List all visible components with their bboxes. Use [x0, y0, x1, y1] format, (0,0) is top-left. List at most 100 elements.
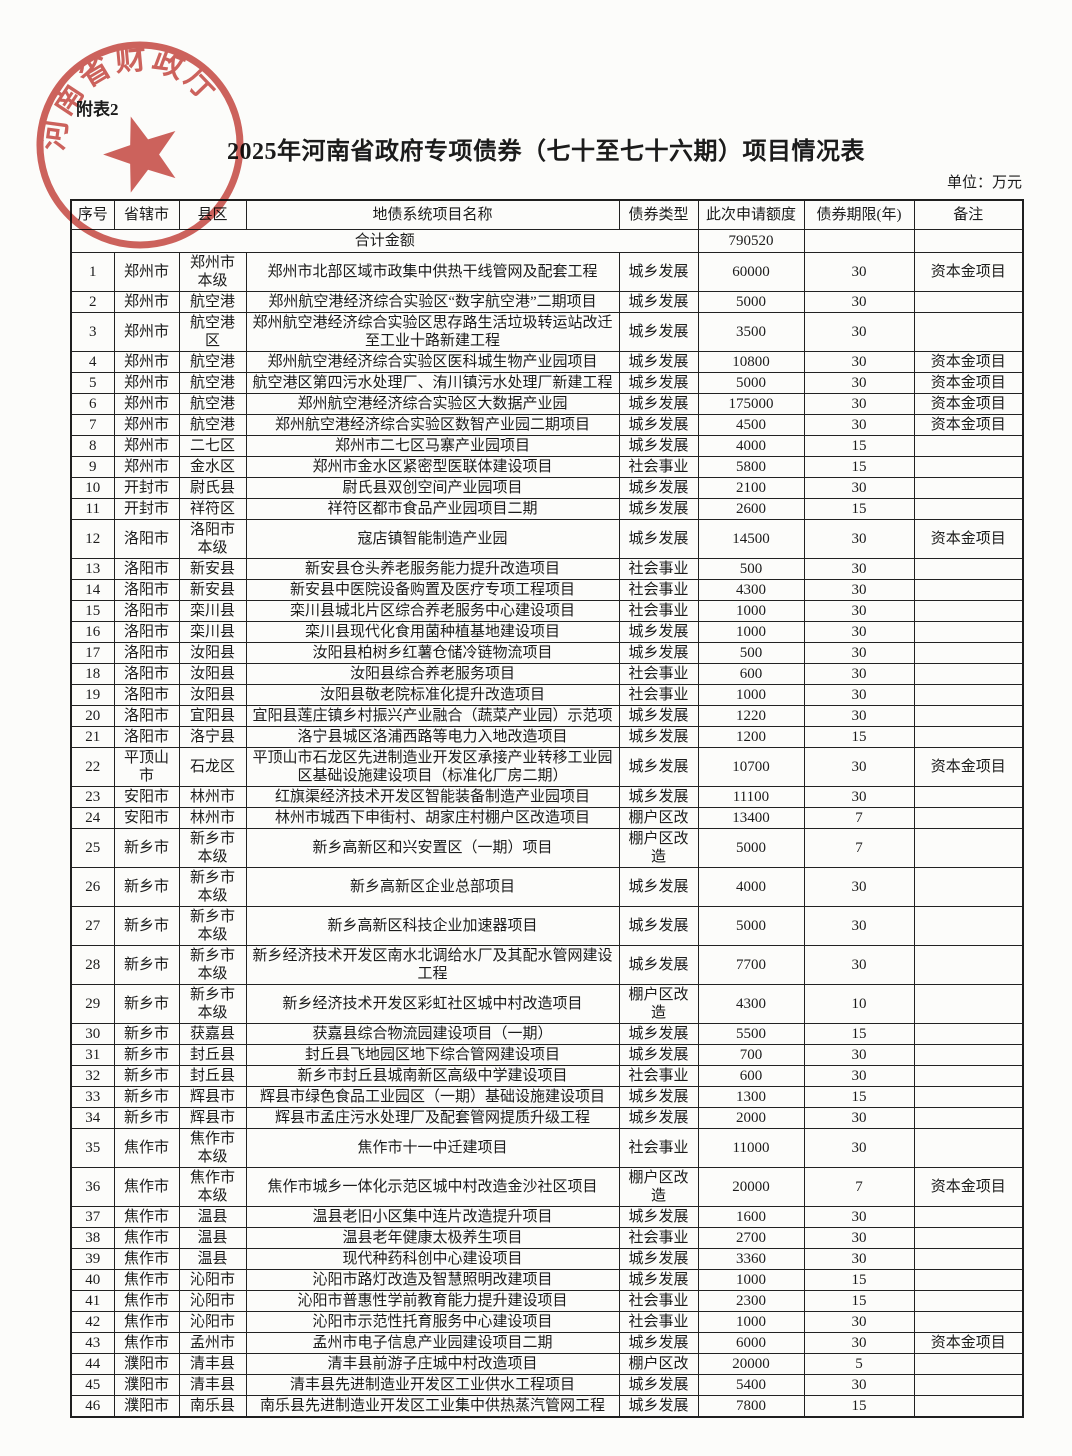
cell-city: 郑州市 — [113, 414, 180, 436]
cell-amount: 175000 — [697, 393, 805, 415]
cell-project: 航空港区第四污水处理厂、洧川镇污水处理厂新建工程 — [245, 372, 620, 394]
cell-county: 栾川县 — [178, 600, 247, 622]
cell-county: 沁阳市 — [178, 1269, 247, 1291]
cell-term: 15 — [803, 435, 915, 457]
cell-term: 30 — [803, 291, 915, 313]
table-row: 7 郑州市 航空港 郑州航空港经济综合实验区数智产业园二期项目 城乡发展 4500 30 资本… — [70, 414, 1024, 436]
cell-note — [913, 1269, 1024, 1291]
cell-note — [913, 1227, 1024, 1249]
table-row: 19 洛阳市 汝阳县 汝阳县敬老院标准化提升改造项目 社会事业 1000 30 — [70, 684, 1024, 706]
cell-no: 26 — [70, 867, 115, 907]
cell-type: 城乡发展 — [618, 351, 699, 373]
cell-county: 新乡市本级 — [178, 984, 247, 1024]
cell-city: 焦作市 — [113, 1332, 180, 1354]
cell-city: 濮阳市 — [113, 1395, 180, 1418]
cell-county: 新乡市本级 — [178, 906, 247, 946]
cell-no: 27 — [70, 906, 115, 946]
cell-type: 棚户区改造 — [618, 828, 699, 868]
cell-term: 30 — [803, 312, 915, 352]
cell-county: 焦作市本级 — [178, 1167, 247, 1207]
cell-type: 城乡发展 — [618, 1206, 699, 1228]
cell-term: 15 — [803, 1086, 915, 1108]
table-row: 10 开封市 尉氏县 尉氏县双创空间产业园项目 城乡发展 2100 30 — [70, 477, 1024, 499]
cell-note — [913, 312, 1024, 352]
cell-county: 航空港 — [178, 291, 247, 313]
cell-note — [913, 945, 1024, 985]
cell-county: 新安县 — [178, 579, 247, 601]
cell-project: 新安县仓头养老服务能力提升改造项目 — [245, 558, 620, 580]
cell-note — [913, 1248, 1024, 1270]
cell-term: 30 — [803, 642, 915, 664]
cell-term: 30 — [803, 351, 915, 373]
cell-project: 封丘县飞地园区地下综合管网建设项目 — [245, 1044, 620, 1066]
cell-amount: 1000 — [697, 684, 805, 706]
table-row: 34 新乡市 辉县市 辉县市孟庄污水处理厂及配套管网提质升级工程 城乡发展 2000 30 — [70, 1107, 1024, 1129]
cell-amount: 4300 — [697, 579, 805, 601]
cell-project: 新乡高新区科技企业加速器项目 — [245, 906, 620, 946]
cell-type: 城乡发展 — [618, 705, 699, 727]
cell-project: 新乡经济技术开发区彩虹社区城中村改造项目 — [245, 984, 620, 1024]
cell-amount: 5500 — [697, 1023, 805, 1045]
cell-note — [913, 477, 1024, 499]
cell-county: 航空港 — [178, 393, 247, 415]
attachment-label: 附表2 — [76, 100, 119, 119]
cell-city: 洛阳市 — [113, 726, 180, 748]
cell-project: 新乡市封丘县城南新区高级中学建设项目 — [245, 1065, 620, 1087]
cell-amount: 2300 — [697, 1290, 805, 1312]
cell-county: 焦作市本级 — [178, 1128, 247, 1168]
cell-project: 林州市城西下申街村、胡家庄村棚户区改造项目 — [245, 807, 620, 829]
cell-county: 金水区 — [178, 456, 247, 478]
table-row: 42 焦作市 沁阳市 沁阳市示范性托育服务中心建设项目 社会事业 1000 30 — [70, 1311, 1024, 1333]
cell-term: 15 — [803, 1395, 915, 1418]
cell-term: 15 — [803, 1290, 915, 1312]
cell-city: 洛阳市 — [113, 579, 180, 601]
cell-city: 洛阳市 — [113, 600, 180, 622]
table-row: 11 开封市 祥符区 祥符区都市食品产业园项目二期 城乡发展 2600 15 — [70, 498, 1024, 520]
table-row: 24 安阳市 林州市 林州市城西下申街村、胡家庄村棚户区改造项目 棚户区改 13400 7 — [70, 807, 1024, 829]
cell-city: 新乡市 — [113, 1023, 180, 1045]
cell-note — [913, 600, 1024, 622]
cell-city: 洛阳市 — [113, 705, 180, 727]
cell-note — [913, 456, 1024, 478]
cell-note — [913, 663, 1024, 685]
cell-city: 焦作市 — [113, 1311, 180, 1333]
cell-amount: 5000 — [697, 372, 805, 394]
cell-type: 城乡发展 — [618, 906, 699, 946]
cell-no: 39 — [70, 1248, 115, 1270]
cell-amount: 3360 — [697, 1248, 805, 1270]
cell-amount: 13400 — [697, 807, 805, 829]
cell-no: 40 — [70, 1269, 115, 1291]
cell-amount: 7800 — [697, 1395, 805, 1418]
cell-city: 郑州市 — [113, 291, 180, 313]
cell-amount: 6000 — [697, 1332, 805, 1354]
cell-term: 30 — [803, 1332, 915, 1354]
table-row: 28 新乡市 新乡市本级 新乡经济技术开发区南水北调给水厂及其配水管网建设工程 城乡发展… — [70, 945, 1024, 985]
table-row: 4 郑州市 航空港 郑州航空港经济综合实验区医科城生物产业园项目 城乡发展 10800 30… — [70, 351, 1024, 373]
cell-amount: 14500 — [697, 519, 805, 559]
cell-county: 温县 — [178, 1227, 247, 1249]
projects-table: 序号 省辖市 县区 地债系统项目名称 债券类型 此次申请额度 债券期限(年) 备… — [70, 199, 1024, 1418]
cell-term: 30 — [803, 945, 915, 985]
cell-no: 36 — [70, 1167, 115, 1207]
cell-note — [913, 807, 1024, 829]
cell-city: 新乡市 — [113, 867, 180, 907]
cell-project: 郑州市二七区马寨产业园项目 — [245, 435, 620, 457]
cell-type: 城乡发展 — [618, 1107, 699, 1129]
cell-term: 30 — [803, 558, 915, 580]
cell-note — [913, 435, 1024, 457]
cell-term: 30 — [803, 477, 915, 499]
cell-type: 棚户区改造 — [618, 984, 699, 1024]
cell-city: 焦作市 — [113, 1248, 180, 1270]
cell-term: 30 — [803, 1107, 915, 1129]
total-term-empty — [803, 229, 915, 253]
total-row: 合计金额 790520 — [70, 229, 1024, 253]
cell-city: 开封市 — [113, 498, 180, 520]
cell-county: 汝阳县 — [178, 642, 247, 664]
cell-city: 平顶山市 — [113, 747, 180, 787]
table-row: 14 洛阳市 新安县 新安县中医院设备购置及医疗专项工程项目 社会事业 4300 30 — [70, 579, 1024, 601]
cell-no: 31 — [70, 1044, 115, 1066]
header-project: 地债系统项目名称 — [245, 199, 620, 230]
cell-amount: 500 — [697, 642, 805, 664]
cell-city: 洛阳市 — [113, 642, 180, 664]
cell-amount: 4300 — [697, 984, 805, 1024]
